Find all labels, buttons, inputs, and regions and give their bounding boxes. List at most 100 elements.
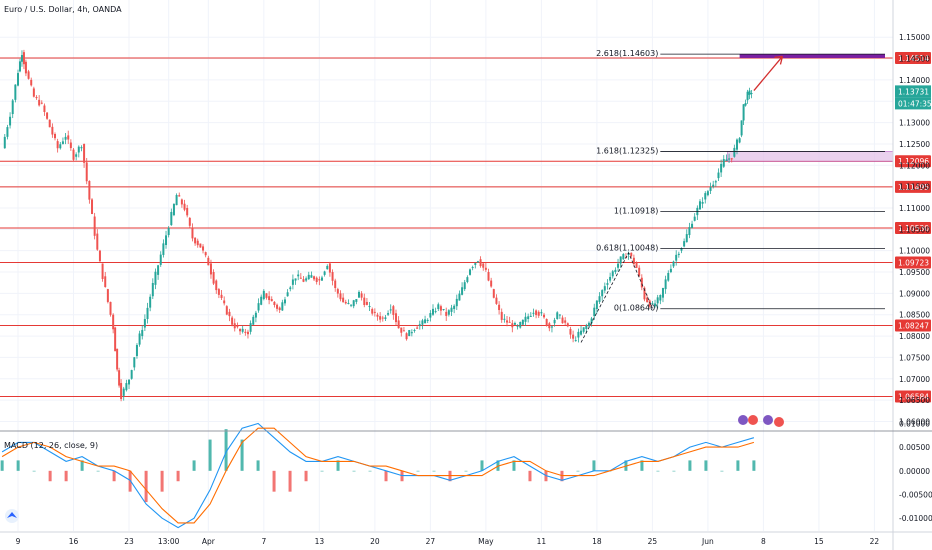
candle-body [170, 211, 173, 226]
macd-histogram-bar [368, 470, 372, 472]
price-tick-label: 1.12000 [899, 161, 930, 170]
fib-swing-dashed-line [580, 251, 653, 343]
candle-body [302, 279, 305, 282]
candle-body [186, 207, 189, 216]
candle-body [339, 293, 342, 300]
candle-body [159, 254, 162, 265]
candle-body [601, 290, 604, 297]
candle-body [572, 334, 575, 339]
candle-body [680, 248, 683, 251]
macd-histogram-bar [256, 460, 260, 471]
candle-body [519, 322, 522, 328]
candle-body [199, 243, 202, 248]
candle-body [556, 312, 559, 319]
time-tick-label: 16 [69, 537, 79, 546]
candle-body [511, 323, 514, 328]
candle-body [548, 323, 551, 329]
candle-body [283, 299, 286, 304]
candle-body [455, 298, 458, 307]
macd-histogram-bar [96, 470, 100, 472]
candle-body [257, 303, 260, 311]
candle-body [14, 84, 17, 100]
candle-body [104, 276, 107, 287]
candle-body [516, 325, 519, 327]
candle-body [474, 263, 477, 265]
candle-body [498, 304, 501, 311]
candle-body [416, 327, 419, 329]
candle-body [344, 301, 347, 304]
candle-body [418, 324, 421, 327]
macd-histogram-bar [352, 470, 356, 472]
candle-body [331, 272, 334, 281]
candle-body [387, 313, 390, 315]
candle-body [648, 300, 651, 307]
candle-body [326, 265, 329, 270]
level-price-label: 1.10530 [898, 224, 929, 233]
level-price-tag [895, 319, 931, 332]
candle-body [236, 326, 239, 328]
candle-body [461, 287, 464, 295]
countdown-label: 01:47:35 [898, 99, 932, 108]
candle-body [561, 317, 564, 324]
candle-body [400, 327, 403, 333]
macd-title: MACD (12, 26, close, 9) [4, 441, 98, 450]
candle-body [9, 116, 12, 126]
projection-arrowhead [774, 55, 784, 65]
candle-body [432, 308, 435, 315]
candle-body [112, 314, 115, 330]
candle-body [122, 388, 125, 396]
candle-body [426, 319, 429, 321]
signal-line [1, 427, 755, 524]
candle-body [244, 331, 247, 333]
level-price-tag [895, 256, 931, 269]
candle-body [609, 276, 612, 281]
candle-body [51, 126, 54, 135]
candle-body [270, 299, 273, 302]
macd-histogram-bar [656, 470, 660, 472]
candle-body [574, 340, 577, 342]
candle-body [101, 263, 104, 279]
candle-body [96, 233, 99, 250]
price-tick-label: 1.11000 [899, 204, 930, 213]
candle-body [434, 311, 437, 313]
time-tick-label: 15 [814, 537, 824, 546]
candle-body [429, 313, 432, 318]
candle-body [492, 289, 495, 298]
macd-histogram-bar [416, 470, 420, 472]
level-price-label: 1.06584 [898, 393, 929, 402]
macd-histogram-bar [80, 460, 84, 471]
candle-body [217, 289, 220, 295]
macd-histogram-bar [576, 470, 580, 472]
candle-body [241, 328, 244, 332]
candle-body [506, 320, 509, 323]
candle-body [587, 322, 590, 327]
price-tick-label: 1.14000 [899, 76, 930, 85]
price-tick-label: 1.07500 [899, 353, 930, 362]
candle-body [543, 314, 546, 318]
macd-histogram-bar [336, 460, 340, 471]
candle-body [116, 348, 119, 370]
candle-body [18, 61, 21, 72]
economic-event-icons[interactable] [738, 415, 784, 427]
candle-body [273, 301, 276, 306]
candle-body [558, 314, 561, 316]
candle-body [67, 135, 70, 140]
candle-body [299, 277, 302, 279]
candle-body [315, 277, 318, 282]
tradingview-logo-icon [5, 509, 19, 523]
macd-histogram-bar [160, 470, 164, 492]
price-tick-label: 1.06500 [899, 396, 930, 405]
time-tick-label: Jun [701, 537, 714, 546]
candle-body [297, 274, 300, 277]
candle-body [619, 256, 622, 264]
candle-body [260, 296, 263, 305]
candle-body [291, 279, 294, 285]
candle-body [577, 331, 580, 338]
level-price-tag [895, 51, 931, 64]
candle-body [521, 319, 524, 325]
candle-body [688, 227, 691, 236]
candle-body [397, 320, 400, 329]
candle-body [64, 136, 67, 140]
